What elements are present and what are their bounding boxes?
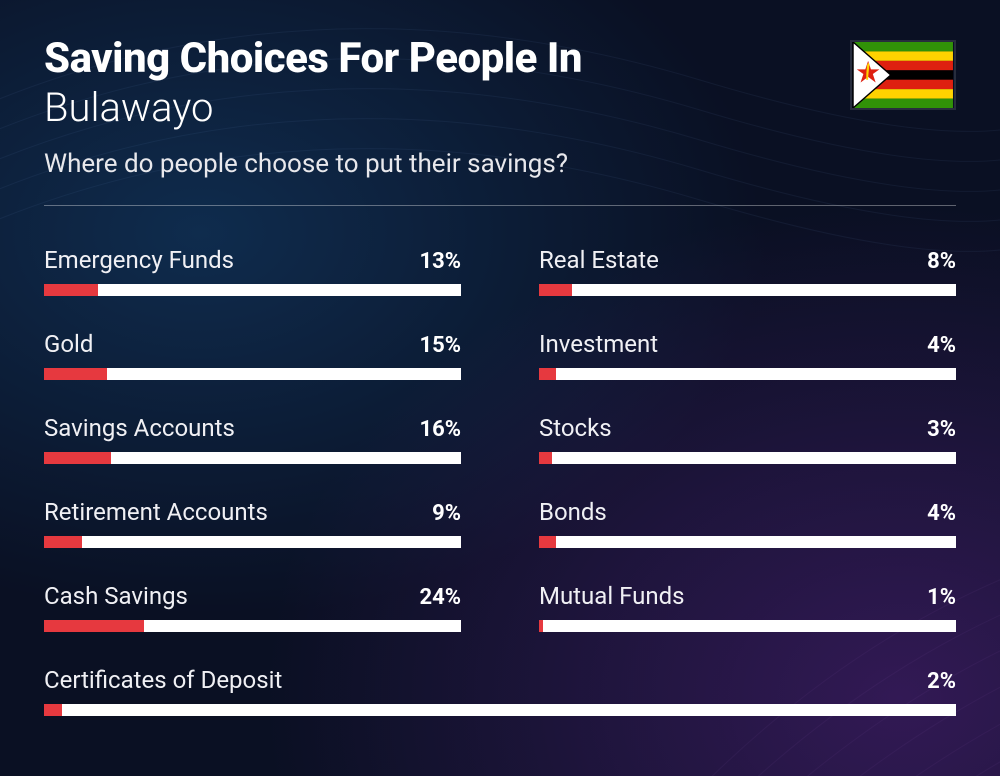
bar-fill bbox=[44, 284, 98, 296]
bar-track bbox=[539, 620, 956, 632]
bar-item: Stocks 3% bbox=[539, 414, 956, 464]
bar-label: Investment bbox=[539, 330, 658, 358]
bar-value: 13% bbox=[419, 249, 461, 274]
bar-item: Bonds 4% bbox=[539, 498, 956, 548]
bar-value: 1% bbox=[927, 585, 956, 610]
bar-fill bbox=[539, 284, 572, 296]
bar-item: Cash Savings 24% bbox=[44, 582, 461, 632]
zimbabwe-flag-icon bbox=[850, 40, 956, 110]
bar-label: Mutual Funds bbox=[539, 582, 685, 610]
bar-fill bbox=[44, 452, 111, 464]
bar-item: Mutual Funds 1% bbox=[539, 582, 956, 632]
bar-fill bbox=[539, 452, 552, 464]
bar-fill bbox=[44, 704, 62, 716]
bar-fill bbox=[539, 368, 556, 380]
title-line-1: Saving Choices For People In bbox=[44, 36, 956, 82]
bar-fill bbox=[44, 368, 107, 380]
bar-fill bbox=[539, 536, 556, 548]
bar-track bbox=[44, 368, 461, 380]
bar-label: Cash Savings bbox=[44, 582, 188, 610]
bar-track bbox=[539, 368, 956, 380]
header: Saving Choices For People In Bulawayo Wh… bbox=[44, 36, 956, 206]
bar-track bbox=[44, 536, 461, 548]
bar-value: 3% bbox=[927, 417, 956, 442]
bar-track bbox=[44, 704, 956, 716]
title-line-2: Bulawayo bbox=[44, 84, 956, 131]
bar-fill bbox=[44, 536, 82, 548]
bar-item: Savings Accounts 16% bbox=[44, 414, 461, 464]
bar-item: Emergency Funds 13% bbox=[44, 246, 461, 296]
bar-fill bbox=[539, 620, 543, 632]
bar-label: Certificates of Deposit bbox=[44, 666, 282, 694]
bar-item: Retirement Accounts 9% bbox=[44, 498, 461, 548]
bar-label: Stocks bbox=[539, 414, 612, 442]
bar-track bbox=[539, 452, 956, 464]
bar-item: Investment 4% bbox=[539, 330, 956, 380]
bar-label: Retirement Accounts bbox=[44, 498, 268, 526]
bar-track bbox=[539, 536, 956, 548]
bar-track bbox=[44, 620, 461, 632]
bar-track bbox=[44, 284, 461, 296]
bar-value: 16% bbox=[419, 417, 461, 442]
subtitle: Where do people choose to put their savi… bbox=[44, 149, 956, 179]
bar-label: Savings Accounts bbox=[44, 414, 235, 442]
bar-value: 4% bbox=[927, 501, 956, 526]
bar-value: 2% bbox=[927, 669, 956, 694]
bar-track bbox=[539, 284, 956, 296]
bar-label: Real Estate bbox=[539, 246, 659, 274]
bar-track bbox=[44, 452, 461, 464]
bar-value: 8% bbox=[927, 249, 956, 274]
bar-item: Certificates of Deposit 2% bbox=[44, 666, 956, 716]
bar-value: 9% bbox=[432, 501, 461, 526]
bar-value: 4% bbox=[927, 333, 956, 358]
bar-label: Emergency Funds bbox=[44, 246, 234, 274]
bars-grid: Emergency Funds 13% Real Estate 8% Gold 15% In… bbox=[44, 246, 956, 716]
bar-label: Gold bbox=[44, 330, 93, 358]
bar-item: Gold 15% bbox=[44, 330, 461, 380]
bar-fill bbox=[44, 620, 144, 632]
bar-value: 24% bbox=[419, 585, 461, 610]
bar-label: Bonds bbox=[539, 498, 607, 526]
bar-item: Real Estate 8% bbox=[539, 246, 956, 296]
divider bbox=[44, 205, 956, 206]
bar-value: 15% bbox=[419, 333, 461, 358]
